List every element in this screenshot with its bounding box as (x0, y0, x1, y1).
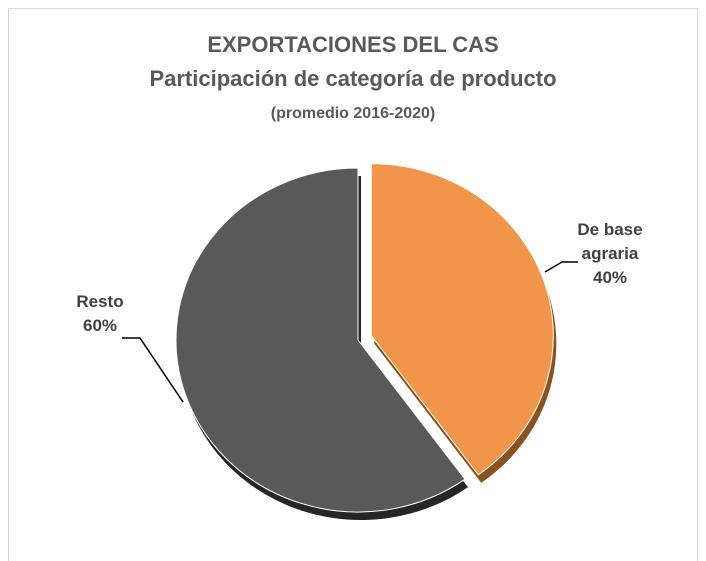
leader-line (544, 261, 578, 273)
chart-annotation: (promedio 2016-2020) (271, 105, 436, 122)
slice-label: De base agraria 40% (560, 218, 660, 290)
slice (175, 167, 466, 513)
value-label: 60% (82, 316, 118, 335)
category-label: Resto (76, 292, 124, 311)
leader-line (122, 337, 184, 403)
chart-border (8, 8, 698, 561)
value-label: 40% (592, 268, 628, 287)
slice-label: Resto 60% (60, 290, 140, 338)
category-label: De base agraria (577, 220, 643, 263)
chart-title: EXPORTACIONES DEL CAS (207, 32, 498, 57)
slice (370, 163, 554, 476)
chart-subtitle: Participación de categoría de producto (149, 66, 556, 91)
